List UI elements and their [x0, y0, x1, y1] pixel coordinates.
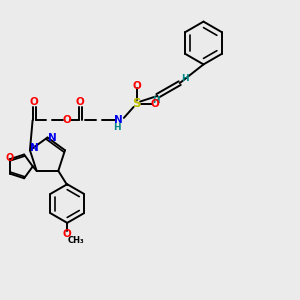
Text: O: O [30, 98, 38, 107]
Text: H: H [152, 97, 160, 106]
Text: O: O [62, 115, 71, 125]
Text: O: O [5, 153, 14, 163]
Text: CH₃: CH₃ [67, 236, 84, 244]
Text: O: O [151, 99, 159, 109]
Text: S: S [132, 98, 141, 110]
Text: O: O [63, 229, 72, 239]
Text: N: N [114, 115, 123, 125]
Text: O: O [76, 98, 85, 107]
Text: O: O [132, 80, 141, 91]
Text: N: N [48, 133, 57, 142]
Text: N: N [30, 143, 39, 154]
Text: H: H [113, 123, 121, 132]
Text: H: H [181, 74, 189, 83]
